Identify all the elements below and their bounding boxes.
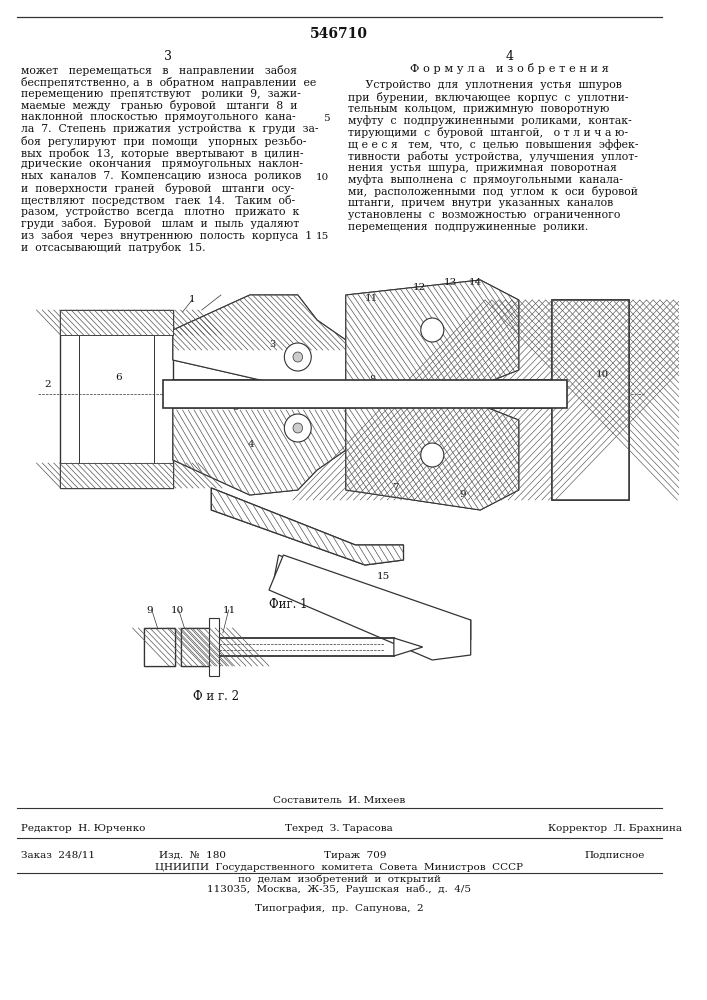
Text: 113035,  Москва,  Ж-35,  Раушская  наб.,  д.  4/5: 113035, Москва, Ж-35, Раушская наб., д. … [207, 885, 471, 894]
Bar [180, 628, 211, 666]
Text: 11: 11 [365, 294, 378, 303]
Text: Составитель  И. Михеев: Составитель И. Михеев [273, 796, 405, 805]
Text: тирующими  с  буровой  штангой,   о т л и ч а ю-: тирующими с буровой штангой, о т л и ч а… [348, 127, 628, 138]
Circle shape [421, 443, 444, 467]
Text: 4: 4 [248, 440, 255, 449]
Text: 5: 5 [323, 114, 329, 123]
Bar [59, 310, 173, 335]
Polygon shape [346, 405, 519, 510]
Text: при  бурении,  включающее  корпус  с  уплотни-: при бурении, включающее корпус с уплотни… [348, 92, 629, 103]
Bar [163, 380, 567, 408]
Text: Ф и г. 2: Ф и г. 2 [193, 690, 239, 703]
Text: ла  7.  Степень  прижатия  устройства  к  груди  за-: ла 7. Степень прижатия устройства к груд… [21, 124, 319, 134]
Text: и  отсасывающий  патрубок  15.: и отсасывающий патрубок 15. [21, 242, 206, 253]
Bar [144, 628, 175, 666]
Text: беспрепятственно, а  в  обратном  направлении  ее: беспрепятственно, а в обратном направлен… [21, 77, 317, 88]
Text: вых  пробок  13,  которые  ввертывают  в  цилин-: вых пробок 13, которые ввертывают в цили… [21, 148, 303, 159]
Text: нения  устья  шпура,  прижимная  поворотная: нения устья шпура, прижимная поворотная [348, 163, 617, 173]
Text: перемещения  подпружиненные  ролики.: перемещения подпружиненные ролики. [348, 222, 588, 232]
Text: и  поверхности  граней   буровой   штанги  осу-: и поверхности граней буровой штанги осу- [21, 183, 294, 194]
Bar [59, 463, 173, 488]
Text: Тираж  709: Тираж 709 [325, 851, 387, 860]
Text: ных  каналов  7.  Компенсацию  износа  роликов: ных каналов 7. Компенсацию износа ролико… [21, 171, 301, 181]
Text: 11: 11 [223, 606, 236, 615]
Text: 9: 9 [459, 490, 466, 499]
Text: Техред  З. Тарасова: Техред З. Тарасова [285, 824, 393, 833]
Bar [552, 300, 629, 500]
Text: Подписное: Подписное [584, 851, 645, 860]
Text: 9: 9 [146, 606, 153, 615]
Text: 2: 2 [45, 380, 51, 389]
Text: 13: 13 [444, 278, 457, 287]
Text: 10: 10 [171, 606, 185, 615]
Text: муфта  выполнена  с  прямоугольными  канала-: муфта выполнена с прямоугольными канала- [348, 174, 623, 185]
Text: 3: 3 [269, 340, 275, 349]
Polygon shape [346, 280, 519, 385]
Text: тельным  кольцом,  прижимную  поворотную: тельным кольцом, прижимную поворотную [348, 104, 609, 114]
Text: Ф о р м у л а   и з о б р е т е н и я: Ф о р м у л а и з о б р е т е н и я [409, 63, 609, 74]
Text: штанги,  причем  внутри  указанных  каналов: штанги, причем внутри указанных каналов [348, 198, 613, 208]
Text: 7: 7 [392, 483, 399, 492]
Text: 8: 8 [370, 375, 376, 384]
Polygon shape [346, 280, 519, 385]
Polygon shape [346, 405, 519, 510]
Text: 10: 10 [316, 173, 329, 182]
Polygon shape [211, 488, 404, 565]
Text: Заказ  248/11: Заказ 248/11 [21, 851, 95, 860]
Text: 14: 14 [469, 278, 482, 287]
Text: ЦНИИПИ  Государственного  комитета  Совета  Министров  СССР: ЦНИИПИ Государственного комитета Совета … [155, 863, 523, 872]
Text: Изд.  №  180: Изд. № 180 [158, 851, 226, 860]
Text: 4: 4 [505, 50, 513, 63]
Text: 3: 3 [164, 50, 172, 63]
Text: груди  забоя.  Буровой   шлам  и  пыль  удаляют: груди забоя. Буровой шлам и пыль удаляют [21, 218, 299, 229]
Text: ществляют  посредством   гаек  14.   Таким  об-: ществляют посредством гаек 14. Таким об- [21, 195, 296, 206]
Circle shape [284, 343, 311, 371]
Text: 15: 15 [316, 232, 329, 241]
Bar [59, 310, 173, 335]
Circle shape [293, 352, 303, 362]
Bar [59, 310, 173, 488]
Text: тивности  работы  устройства,  улучшения  уплот-: тивности работы устройства, улучшения уп… [348, 151, 638, 162]
Text: может   перемещаться   в   направлении   забоя: может перемещаться в направлении забоя [21, 65, 297, 76]
Text: по  делам  изобретений  и  открытий: по делам изобретений и открытий [238, 874, 440, 884]
Bar [209, 618, 219, 676]
Bar [144, 628, 175, 666]
Circle shape [293, 423, 303, 433]
Text: Типография,  пр.  Сапунова,  2: Типография, пр. Сапунова, 2 [255, 904, 423, 913]
Text: щ е е с я   тем,  что,  с  целью  повышения  эффек-: щ е е с я тем, что, с целью повышения эф… [348, 139, 638, 150]
Text: 1: 1 [188, 295, 195, 304]
Circle shape [421, 318, 444, 342]
Polygon shape [173, 408, 346, 495]
Bar [552, 300, 629, 500]
Text: 12: 12 [413, 283, 426, 292]
Text: 546710: 546710 [310, 27, 368, 41]
Text: 6: 6 [115, 373, 122, 382]
Text: Редактор  Н. Юрченко: Редактор Н. Юрченко [21, 824, 146, 833]
Text: дрические  окончания   прямоугольных  наклон-: дрические окончания прямоугольных наклон… [21, 159, 303, 169]
Text: из  забоя  через  внутреннюю  полость  корпуса  1: из забоя через внутреннюю полость корпус… [21, 230, 312, 241]
Bar [180, 628, 211, 666]
Text: Фиг. 1: Фиг. 1 [269, 598, 308, 611]
Polygon shape [173, 295, 346, 382]
Circle shape [284, 414, 311, 442]
Text: 10: 10 [595, 370, 609, 379]
Text: маемые  между   гранью  буровой   штанги  8  и: маемые между гранью буровой штанги 8 и [21, 100, 298, 111]
Text: Корректор  Л. Брахнина: Корректор Л. Брахнина [547, 824, 682, 833]
Text: разом,  устройство  всегда   плотно   прижато  к: разом, устройство всегда плотно прижато … [21, 207, 300, 217]
Polygon shape [211, 488, 404, 565]
Text: боя  регулируют  при  помощи   упорных  резьбо-: боя регулируют при помощи упорных резьбо… [21, 136, 307, 147]
Text: муфту  с  подпружиненными  роликами,  контак-: муфту с подпружиненными роликами, контак… [348, 115, 631, 126]
Polygon shape [269, 555, 471, 660]
Text: ми,  расположенными  под  углом  к  оси  буровой: ми, расположенными под углом к оси буров… [348, 186, 638, 197]
Text: установлены  с  возможностью  ограниченного: установлены с возможностью ограниченного [348, 210, 620, 220]
Text: перемещению  препятствуют   ролики  9,  зажи-: перемещению препятствуют ролики 9, зажи- [21, 89, 301, 99]
Polygon shape [173, 408, 346, 495]
Text: 15: 15 [377, 572, 390, 581]
Text: 5: 5 [233, 403, 238, 412]
Text: Устройство  для  уплотнения  устья  шпуров: Устройство для уплотнения устья шпуров [348, 80, 621, 90]
Polygon shape [274, 555, 471, 645]
Text: наклонной  плоскостью  прямоугольного  кана-: наклонной плоскостью прямоугольного кана… [21, 112, 296, 122]
Polygon shape [394, 638, 423, 656]
Polygon shape [173, 295, 346, 382]
